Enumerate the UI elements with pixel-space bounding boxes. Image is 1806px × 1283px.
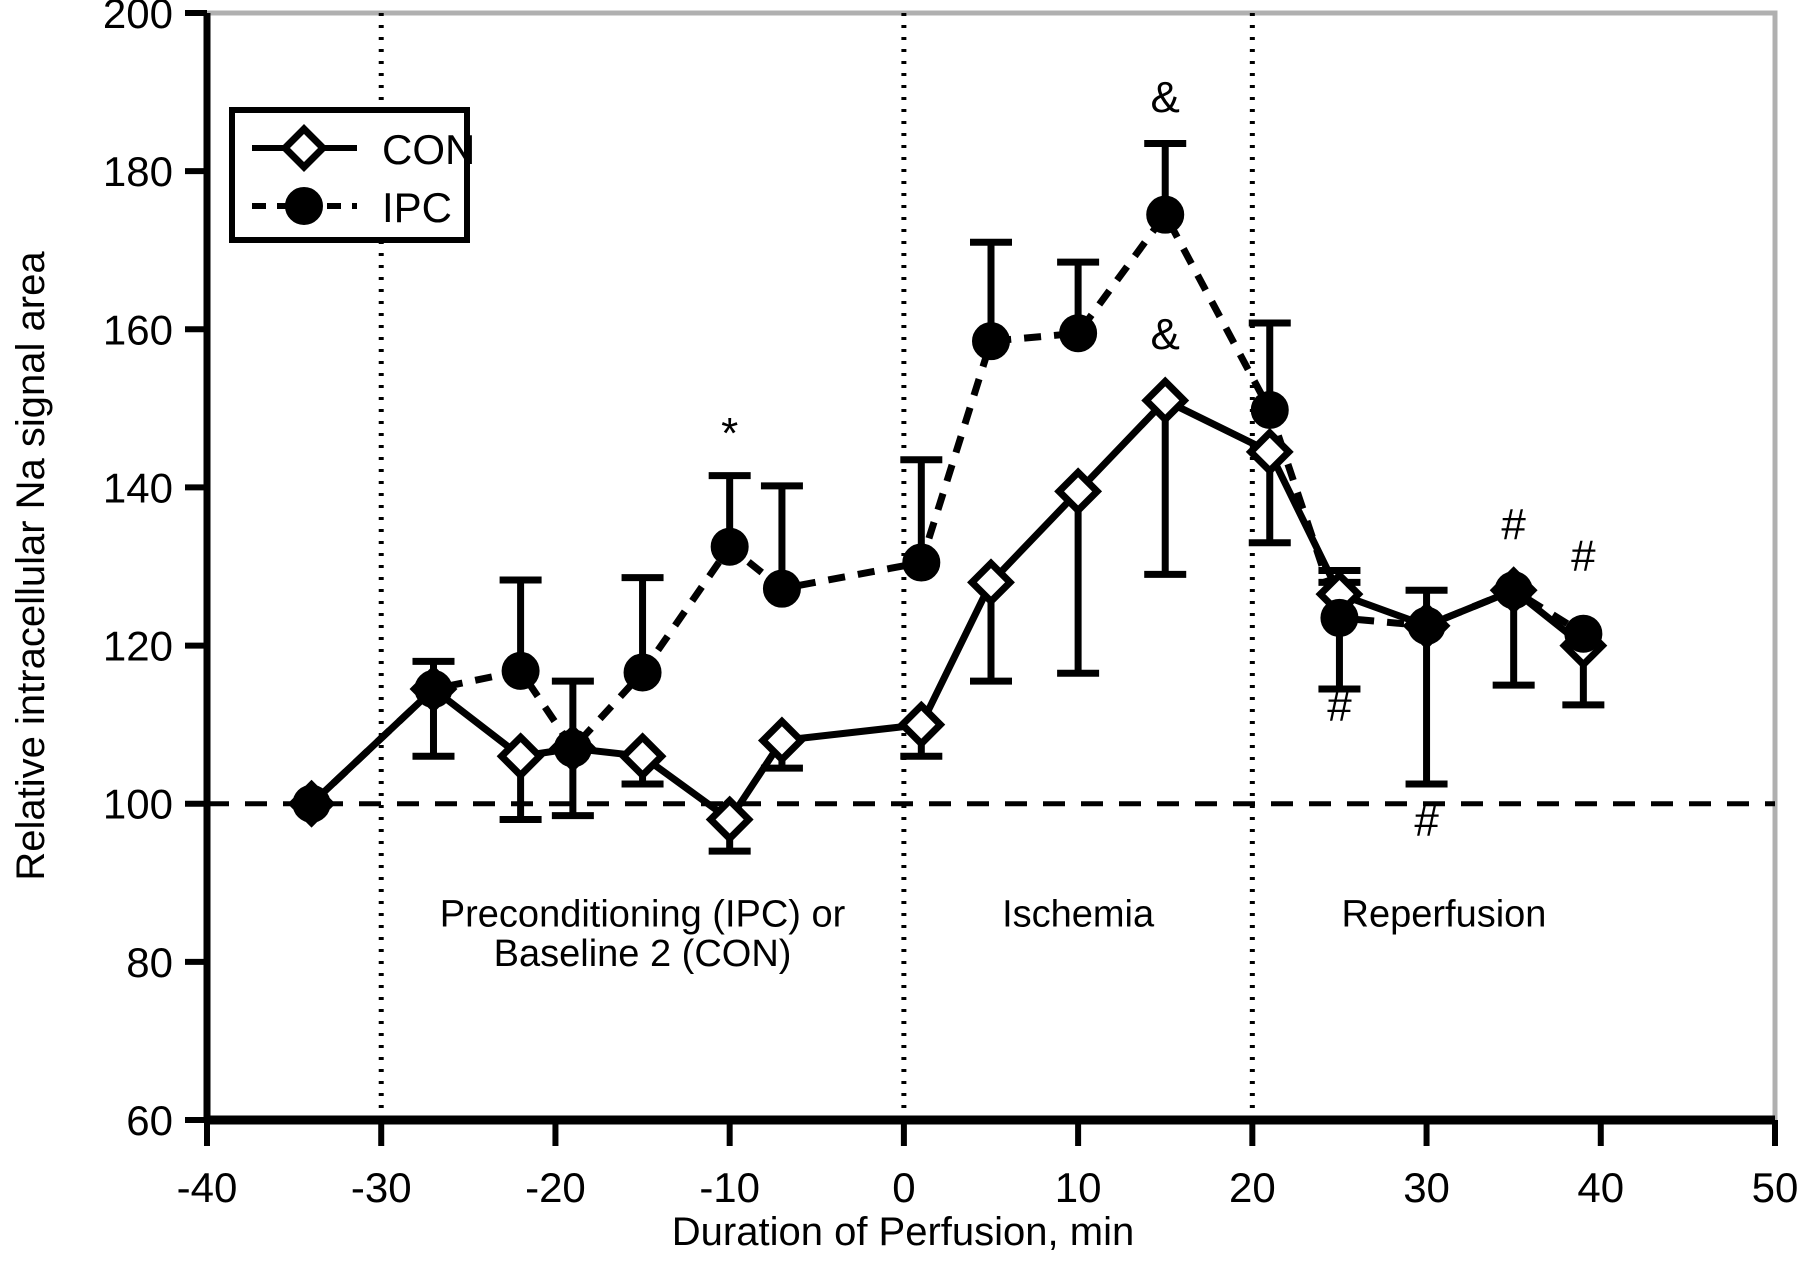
data-point-ipc	[1250, 390, 1289, 429]
chart-legend: CON IPC	[229, 107, 475, 243]
significance-marker-hash: #	[1414, 796, 1439, 845]
phase-label: Preconditioning (IPC) or	[440, 893, 846, 935]
phase-label: Ischemia	[1002, 893, 1155, 935]
x-tick-label: -20	[525, 1164, 586, 1211]
x-tick-label: 50	[1752, 1164, 1799, 1211]
x-tick-labels: -40 -30 -20 -10 0 10 20 30 40 50	[177, 1164, 1799, 1211]
data-point-con	[897, 700, 946, 749]
data-point-ipc	[762, 569, 801, 608]
x-tick-label: 10	[1055, 1164, 1102, 1211]
x-axis-title: Duration of Perfusion, min	[672, 1210, 1134, 1254]
y-tick-label: 200	[103, 0, 173, 37]
significance-marker-amp: &	[1151, 73, 1180, 122]
data-point-con	[1141, 376, 1190, 425]
y-tick-label: 180	[103, 148, 173, 195]
x-tick-label: -10	[699, 1164, 760, 1211]
data-point-con	[496, 732, 545, 781]
y-tick-label: 160	[103, 306, 173, 353]
significance-marker-star: *	[721, 409, 738, 458]
data-point-ipc	[1564, 614, 1603, 653]
x-tick-label: -30	[351, 1164, 412, 1211]
data-point-ipc	[623, 653, 662, 692]
x-tick-label: -40	[177, 1164, 238, 1211]
y-axis-title: Relative intracellular Na signal area	[9, 251, 53, 881]
series-line-ipc	[309, 208, 1586, 807]
series-line-con	[309, 396, 1586, 825]
legend-box	[229, 107, 470, 243]
significance-marker-amp: &	[1151, 310, 1180, 359]
y-tick-label: 60	[126, 1097, 173, 1144]
legend-label-ipc: IPC	[382, 184, 452, 231]
data-point-ipc	[1059, 314, 1098, 353]
data-point-con	[1245, 427, 1294, 476]
y-tick-label: 80	[126, 939, 173, 986]
data-point-ipc	[902, 543, 941, 582]
phase-label: Baseline 2 (CON)	[494, 933, 792, 975]
data-point-ipc	[710, 527, 749, 566]
x-tick-label: 30	[1403, 1164, 1450, 1211]
data-series-layer	[287, 139, 1608, 855]
data-point-con	[967, 558, 1015, 607]
y-tick-label: 100	[103, 781, 173, 828]
data-point-ipc	[414, 670, 453, 709]
data-point-ipc	[972, 322, 1010, 361]
phase-label: Reperfusion	[1342, 893, 1547, 935]
data-point-con	[618, 732, 667, 781]
legend-label-con: CON	[382, 126, 475, 173]
data-point-ipc	[1146, 195, 1185, 234]
x-tick-label: 0	[892, 1164, 915, 1211]
y-tick-labels: 60 80 100 120 140 160 180 200	[103, 0, 173, 1144]
data-point-ipc	[1407, 606, 1446, 645]
x-tick-label: 40	[1577, 1164, 1624, 1211]
x-tick-label: 20	[1229, 1164, 1276, 1211]
data-point-con	[705, 795, 754, 844]
data-point-con	[1054, 467, 1103, 516]
legend-marker-ipc	[285, 187, 323, 225]
data-point-con	[757, 716, 806, 765]
axes	[185, 10, 1778, 1146]
y-tick-label: 120	[103, 623, 173, 670]
legend-marker-con	[280, 124, 328, 172]
data-point-ipc	[501, 651, 540, 690]
significance-marker-hash: #	[1501, 500, 1526, 549]
significance-annotations: * & & # # # #	[721, 73, 1596, 846]
significance-marker-hash: #	[1571, 531, 1596, 580]
data-point-ipc	[292, 784, 331, 823]
data-point-ipc	[1494, 571, 1533, 610]
data-point-ipc	[1320, 598, 1359, 637]
data-point-ipc	[553, 729, 592, 768]
significance-marker-hash: #	[1327, 682, 1352, 731]
y-tick-label: 140	[103, 464, 173, 511]
